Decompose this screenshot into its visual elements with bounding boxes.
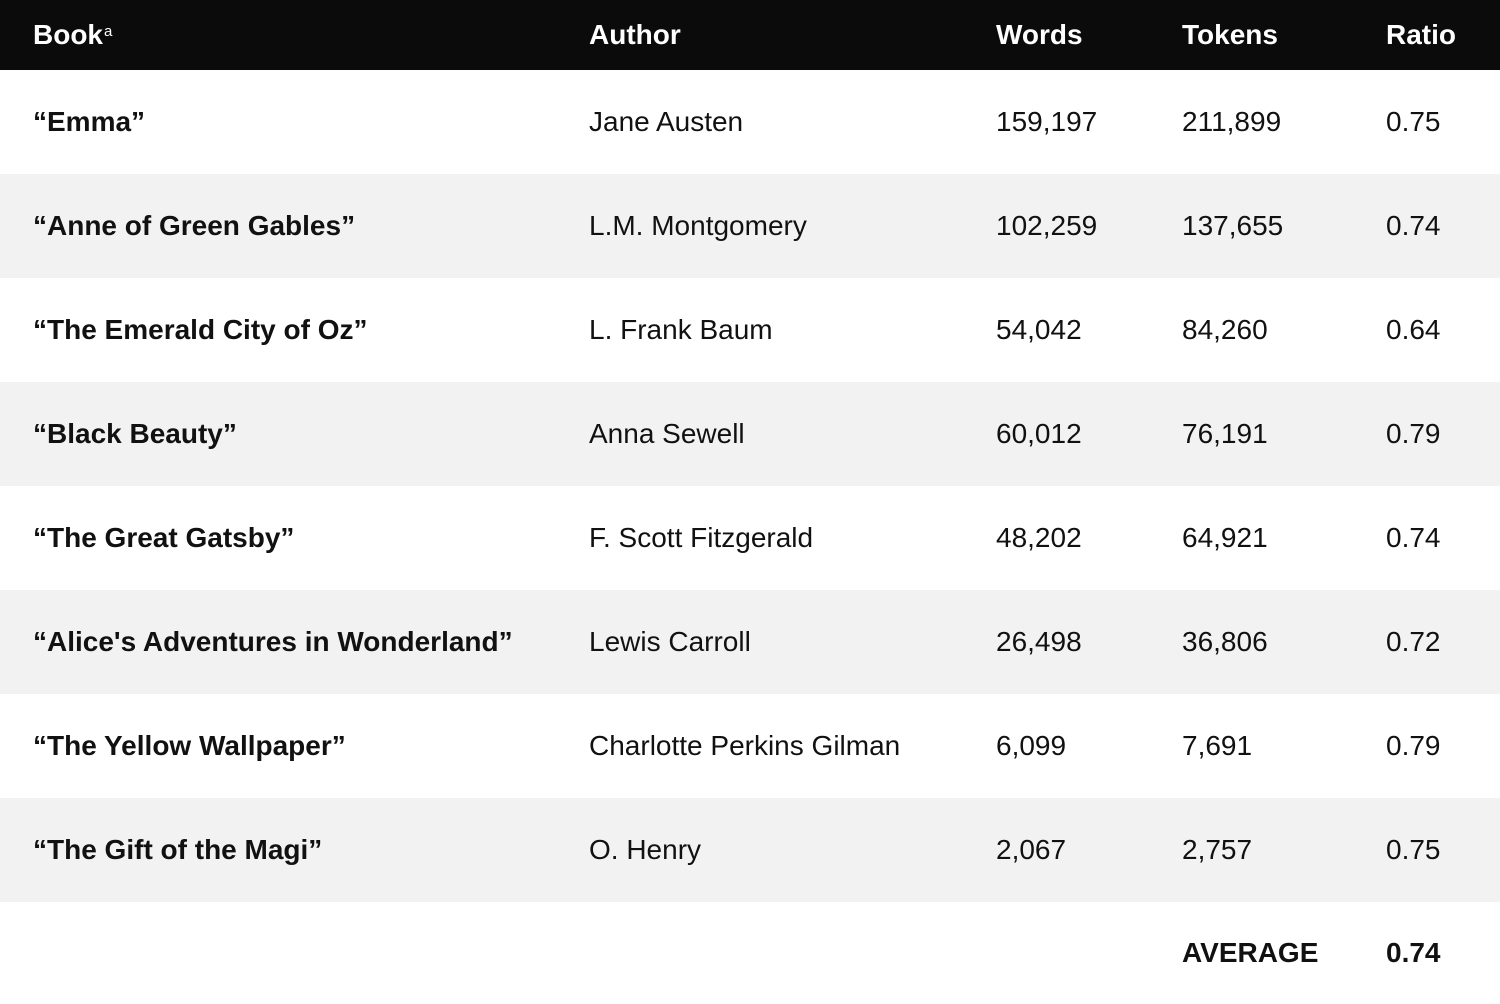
header-ratio: Ratio: [1386, 19, 1456, 50]
book-cell: “The Gift of the Magi”: [33, 834, 323, 865]
words-cell: 102,259: [996, 210, 1098, 241]
table-row: “The Yellow Wallpaper” Charlotte Perkins …: [0, 694, 1500, 798]
tokens-cell: 64,921: [1182, 522, 1268, 553]
tokens-cell: 84,260: [1182, 314, 1268, 345]
author-cell: O. Henry: [589, 834, 702, 865]
table-header: Book a Author Words Tokens Ratio: [0, 0, 1500, 70]
header-tokens: Tokens: [1182, 19, 1278, 50]
words-cell: 159,197: [996, 106, 1098, 137]
author-cell: L.M. Montgomery: [589, 210, 807, 241]
book-cell: “Alice's Adventures in Wonderland”: [33, 626, 513, 657]
book-cell: “Black Beauty”: [33, 418, 237, 449]
table-row: “The Emerald City of Oz” L. Frank Baum 54,…: [0, 278, 1500, 382]
book-cell: “The Yellow Wallpaper”: [33, 730, 346, 761]
average-row: AVERAGE 0.74: [0, 902, 1500, 1004]
tokens-cell: 7,691: [1182, 730, 1253, 761]
table-row: “Anne of Green Gables” L.M. Montgomery 102…: [0, 174, 1500, 278]
words-cell: 6,099: [996, 730, 1067, 761]
header-author: Author: [589, 19, 681, 50]
table-row: “Emma” Jane Austen 159,197 211,899 0.75: [0, 70, 1500, 174]
header-words: Words: [996, 19, 1083, 50]
author-cell: F. Scott Fitzgerald: [589, 522, 814, 553]
ratio-cell: 0.72: [1386, 626, 1441, 657]
author-cell: L. Frank Baum: [589, 314, 773, 345]
author-cell: Charlotte Perkins Gilman: [589, 730, 901, 761]
book-cell: “Emma”: [33, 106, 146, 137]
ratio-cell: 0.75: [1386, 106, 1441, 137]
book-cell: “Anne of Green Gables”: [33, 210, 356, 241]
book-cell: “The Emerald City of Oz”: [33, 314, 368, 345]
words-cell: 2,067: [996, 834, 1067, 865]
tokens-cell: 137,655: [1182, 210, 1284, 241]
ratio-cell: 0.79: [1386, 730, 1441, 761]
author-cell: Anna Sewell: [589, 418, 745, 449]
tokens-cell: 36,806: [1182, 626, 1268, 657]
book-cell: “The Great Gatsby”: [33, 522, 295, 553]
table-row: “The Great Gatsby” F. Scott Fitzgerald 48,…: [0, 486, 1500, 590]
tokens-cell: 211,899: [1182, 106, 1282, 137]
ratio-cell: 0.79: [1386, 418, 1441, 449]
author-cell: Lewis Carroll: [589, 626, 751, 657]
table-row: “The Gift of the Magi” O. Henry 2,067 2,757…: [0, 798, 1500, 902]
ratio-cell: 0.64: [1386, 314, 1441, 345]
ratio-cell: 0.75: [1386, 834, 1441, 865]
words-cell: 54,042: [996, 314, 1082, 345]
table-row: “Alice's Adventures in Wonderland” Lewis …: [0, 590, 1500, 694]
average-ratio: 0.74: [1386, 937, 1441, 968]
tokens-cell: 76,191: [1182, 418, 1268, 449]
tokens-cell: 2,757: [1182, 834, 1253, 865]
words-cell: 26,498: [996, 626, 1082, 657]
words-cell: 48,202: [996, 522, 1082, 553]
table-body: “Emma” Jane Austen 159,197 211,899 0.75 “Anne…: [0, 70, 1500, 902]
ratio-cell: 0.74: [1386, 210, 1441, 241]
words-cell: 60,012: [996, 418, 1082, 449]
average-label: AVERAGE: [1182, 937, 1319, 968]
ratio-cell: 0.74: [1386, 522, 1441, 553]
author-cell: Jane Austen: [589, 106, 744, 137]
table-row: “Black Beauty” Anna Sewell 60,012 76,191 0.7…: [0, 382, 1500, 486]
footnote-marker: a: [104, 22, 113, 40]
header-book: Book a: [33, 19, 113, 50]
